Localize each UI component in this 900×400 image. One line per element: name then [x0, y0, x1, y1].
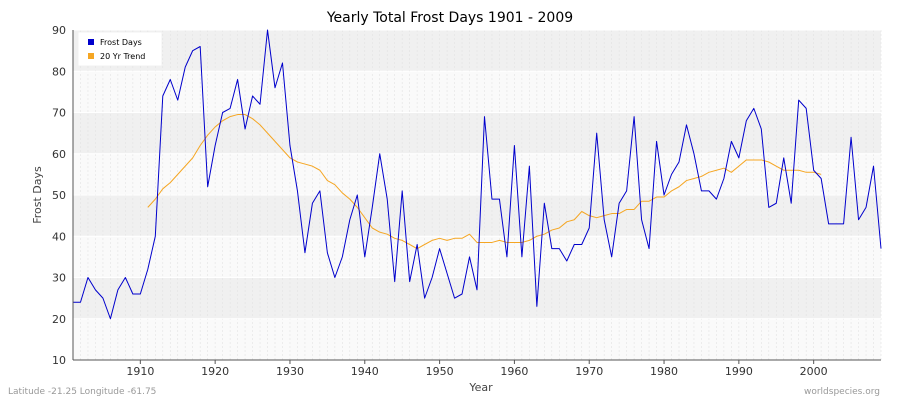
axes: 1910 1920 1930 1940 1950 1960 1970 1980 1990 2000… [52, 24, 881, 378]
legend-swatch-frost-days [88, 39, 94, 45]
x-tick-label: 1990 [725, 365, 753, 378]
footer-location: Latitude -21.25 Longitude -61.75 [8, 387, 156, 397]
series-line-20-yr-trend [147, 114, 822, 250]
x-tick-label: 2000 [800, 365, 828, 378]
legend-swatch-20-yr-trend [88, 53, 94, 59]
y-tick-label: 20 [52, 313, 66, 326]
legend: Frost Days 20 Yr Trend [78, 32, 162, 66]
chart-title: Yearly Total Frost Days 1901 - 2009 [326, 10, 573, 26]
footer-source: worldspecies.org [804, 387, 880, 397]
y-axis-label: Frost Days [31, 166, 44, 224]
y-tick-label: 40 [52, 230, 66, 243]
grid-lines [72, 29, 882, 361]
series-layer [73, 29, 882, 320]
y-tick-label: 80 [52, 65, 66, 78]
y-tick-label: 30 [52, 272, 66, 285]
x-axis-label: Year [468, 381, 493, 394]
series-line-frost-days [73, 29, 882, 320]
y-tick-label: 50 [52, 189, 66, 202]
x-tick-label: 1920 [201, 365, 229, 378]
x-tick-label: 1980 [650, 365, 678, 378]
y-tick-label: 10 [52, 354, 66, 367]
legend-label-20-yr-trend: 20 Yr Trend [100, 52, 145, 61]
y-tick-label: 70 [52, 107, 66, 120]
y-tick-label: 90 [52, 24, 66, 37]
x-tick-label: 1950 [426, 365, 454, 378]
x-tick-label: 1940 [351, 365, 379, 378]
legend-label-frost-days: Frost Days [100, 38, 142, 47]
x-tick-label: 1960 [500, 365, 528, 378]
x-tick-label: 1930 [276, 365, 304, 378]
x-tick-label: 1970 [575, 365, 603, 378]
legend-box [78, 32, 162, 66]
y-tick-label: 60 [52, 148, 66, 161]
x-tick-label: 1910 [126, 365, 154, 378]
